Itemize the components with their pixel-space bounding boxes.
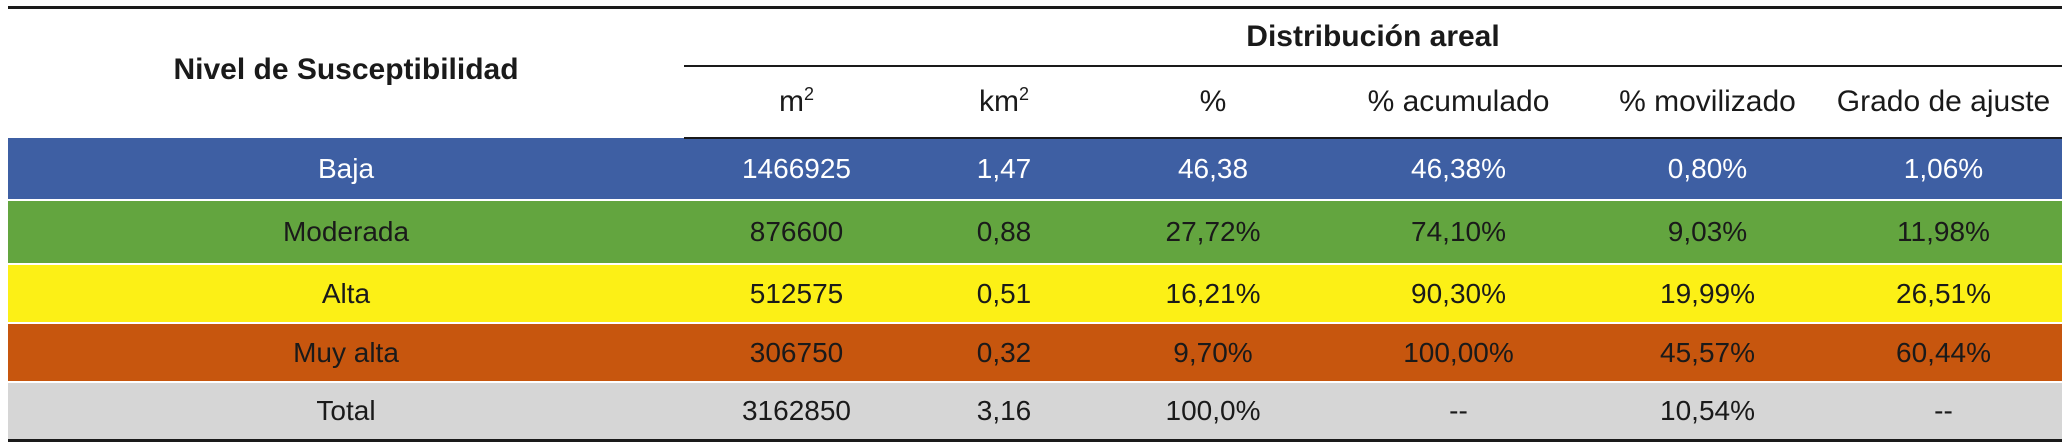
susceptibility-table-container: Nivel de Susceptibilidad Distribución ar… [8,6,2062,442]
row-label: Total [8,381,684,442]
table-row-moderada: Moderada 876600 0,88 27,72% 74,10% 9,03%… [8,199,2062,264]
row-label: Muy alta [8,322,684,382]
cell-grado-ajuste: 11,98% [1825,199,2062,264]
row-header-nivel: Nivel de Susceptibilidad [8,6,684,138]
row-label: Moderada [8,199,684,264]
col-header-m2: m2 [684,66,909,139]
row-label: Alta [8,263,684,323]
cell-percent: 9,70% [1099,322,1327,382]
cell-grado-ajuste: 26,51% [1825,263,2062,323]
cell-m2: 512575 [684,263,909,323]
cell-movilizado: 9,03% [1590,199,1825,264]
cell-movilizado: 0,80% [1590,138,1825,200]
table-row-muy-alta: Muy alta 306750 0,32 9,70% 100,00% 45,57… [8,322,2062,382]
cell-acumulado: 74,10% [1327,199,1590,264]
cell-percent: 27,72% [1099,199,1327,264]
cell-m2: 876600 [684,199,909,264]
cell-acumulado: 90,30% [1327,263,1590,323]
cell-movilizado: 45,57% [1590,322,1825,382]
cell-km2: 0,51 [909,263,1099,323]
cell-km2: 0,32 [909,322,1099,382]
col-header-movilizado: % movilizado [1590,66,1825,139]
row-label: Baja [8,138,684,200]
table-row-baja: Baja 1466925 1,47 46,38 46,38% 0,80% 1,0… [8,138,2062,200]
cell-acumulado: 46,38% [1327,138,1590,200]
cell-percent: 16,21% [1099,263,1327,323]
table-row-total: Total 3162850 3,16 100,0% -- 10,54% -- [8,381,2062,442]
table-row-alta: Alta 512575 0,51 16,21% 90,30% 19,99% 26… [8,263,2062,323]
cell-km2: 0,88 [909,199,1099,264]
cell-percent: 46,38 [1099,138,1327,200]
cell-movilizado: 19,99% [1590,263,1825,323]
col-header-km2: km2 [909,66,1099,139]
cell-m2: 3162850 [684,381,909,442]
cell-m2: 1466925 [684,138,909,200]
cell-percent: 100,0% [1099,381,1327,442]
cell-grado-ajuste: 60,44% [1825,322,2062,382]
col-header-acumulado: % acumulado [1327,66,1590,139]
group-header-distribucion: Distribución areal [684,6,2062,67]
col-header-percent: % [1099,66,1327,139]
cell-acumulado: -- [1327,381,1590,442]
cell-km2: 1,47 [909,138,1099,200]
cell-movilizado: 10,54% [1590,381,1825,442]
cell-acumulado: 100,00% [1327,322,1590,382]
susceptibility-table: Nivel de Susceptibilidad Distribución ar… [8,6,2062,442]
cell-grado-ajuste: -- [1825,381,2062,442]
col-header-grado-ajuste: Grado de ajuste [1825,66,2062,139]
cell-km2: 3,16 [909,381,1099,442]
cell-m2: 306750 [684,322,909,382]
cell-grado-ajuste: 1,06% [1825,138,2062,200]
